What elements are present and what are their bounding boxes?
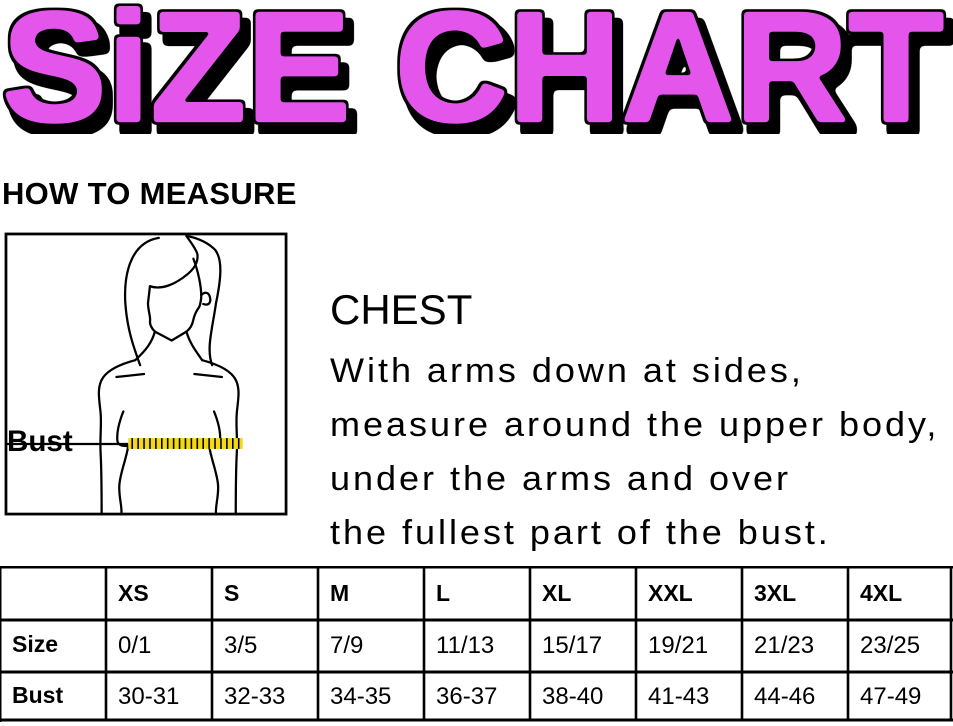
svg-text:30-31: 30-31: [118, 683, 179, 710]
svg-text:38-40: 38-40: [542, 683, 603, 710]
svg-text:Bust: Bust: [12, 682, 63, 708]
svg-text:XS: XS: [118, 580, 149, 606]
svg-text:19/21: 19/21: [648, 632, 708, 659]
svg-text:41-43: 41-43: [648, 683, 709, 710]
svg-text:7/9: 7/9: [330, 632, 363, 659]
svg-text:15/17: 15/17: [542, 632, 602, 659]
svg-text:11/13: 11/13: [436, 632, 494, 659]
svg-text:Size: Size: [12, 631, 58, 657]
svg-text:44-46: 44-46: [754, 683, 815, 710]
svg-text:32-33: 32-33: [224, 683, 285, 710]
svg-text:SiZE CHART: SiZE CHART: [2, 0, 944, 134]
svg-text:S: S: [224, 580, 239, 606]
svg-text:3/5: 3/5: [224, 632, 257, 659]
svg-text:Bust: Bust: [7, 425, 73, 458]
svg-text:36-37: 36-37: [436, 683, 497, 710]
svg-text:0/1: 0/1: [118, 632, 151, 659]
svg-text:4XL: 4XL: [860, 580, 902, 606]
svg-text:21/23: 21/23: [754, 632, 814, 659]
svg-text:M: M: [330, 580, 349, 606]
svg-text:23/25: 23/25: [860, 632, 920, 659]
svg-text:34-35: 34-35: [330, 683, 391, 710]
svg-text:47-49: 47-49: [860, 683, 921, 710]
svg-text:XXL: XXL: [648, 580, 693, 606]
svg-text:XL: XL: [542, 580, 571, 606]
svg-text:L: L: [436, 580, 450, 606]
svg-text:3XL: 3XL: [754, 580, 796, 606]
